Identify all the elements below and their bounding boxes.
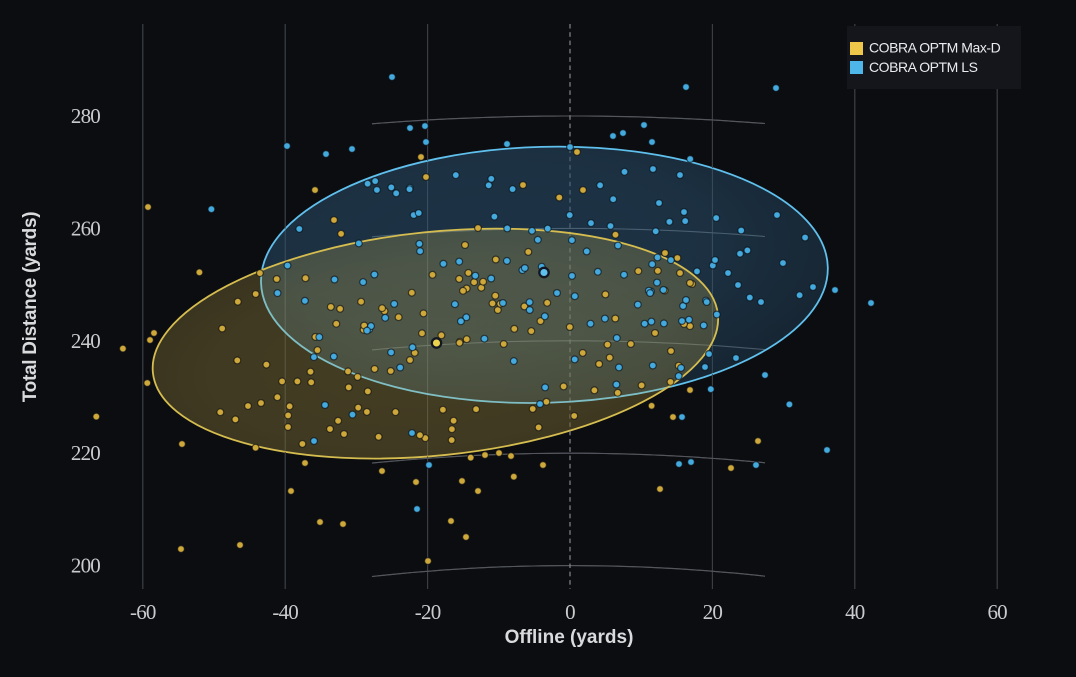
svg-text:60: 60 <box>987 600 1007 624</box>
svg-text:40: 40 <box>845 600 865 624</box>
svg-text:-60: -60 <box>130 600 156 624</box>
svg-text:240: 240 <box>71 329 100 353</box>
svg-text:0: 0 <box>565 600 575 624</box>
svg-text:COBRA OPTM Max-D: COBRA OPTM Max-D <box>869 40 1001 56</box>
svg-text:260: 260 <box>71 216 100 240</box>
svg-text:200: 200 <box>71 554 100 578</box>
svg-text:-40: -40 <box>272 600 298 624</box>
svg-text:Offline (yards): Offline (yards) <box>505 627 634 648</box>
svg-text:COBRA OPTM LS: COBRA OPTM LS <box>869 59 978 75</box>
svg-text:-20: -20 <box>415 600 441 624</box>
svg-text:Total Distance (yards): Total Distance (yards) <box>20 212 41 403</box>
svg-text:280: 280 <box>71 104 100 128</box>
svg-text:20: 20 <box>703 600 723 624</box>
svg-text:220: 220 <box>71 441 100 465</box>
